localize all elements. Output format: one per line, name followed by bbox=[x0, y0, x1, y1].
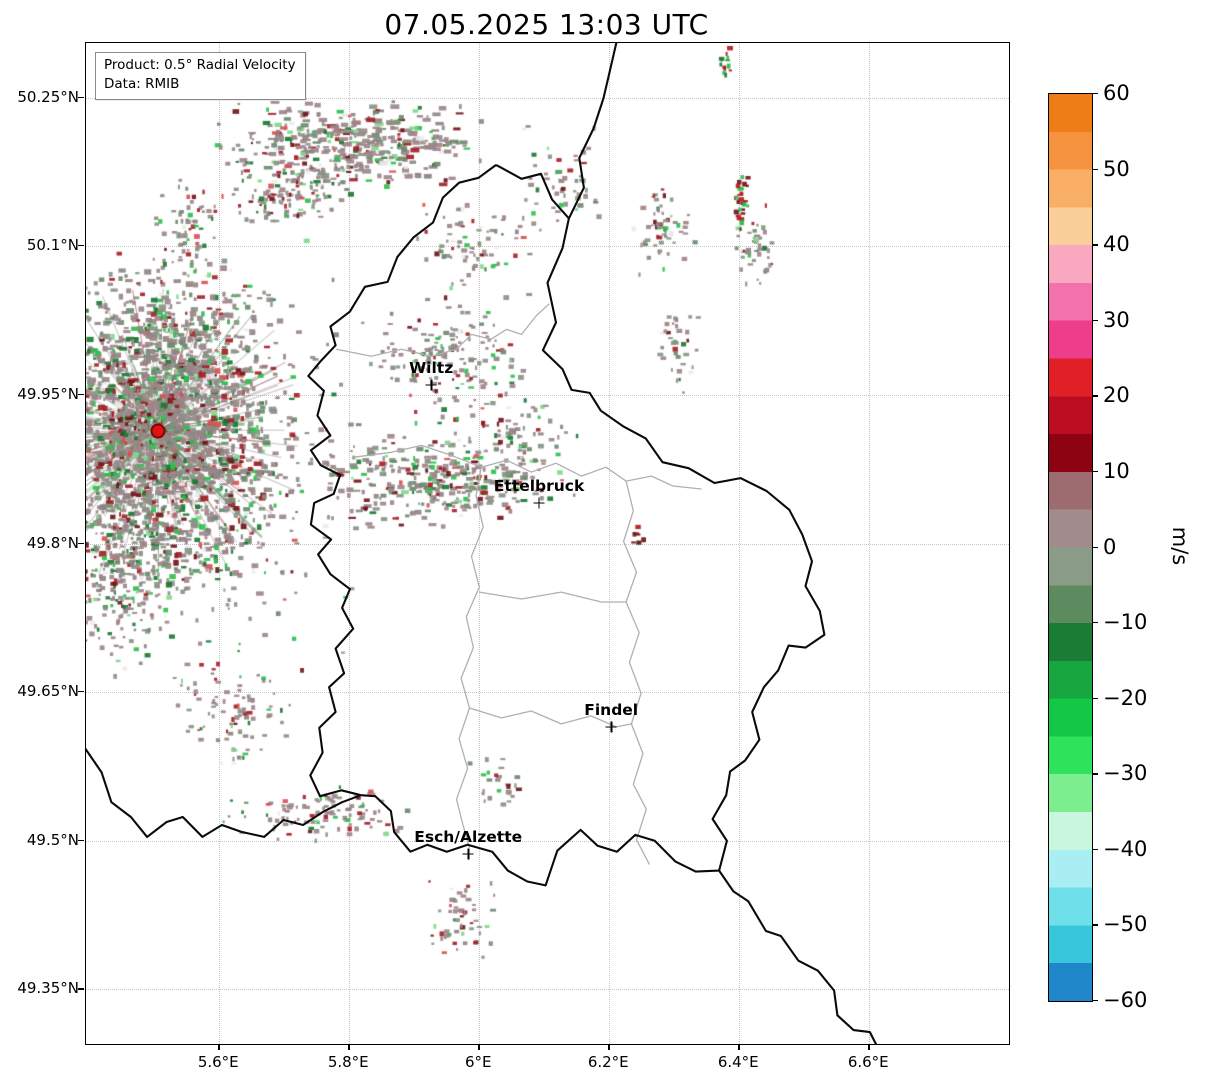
district-border bbox=[479, 591, 627, 603]
colorbar-tick-label: −40 bbox=[1103, 836, 1148, 861]
colorbar-tick-mark bbox=[1092, 546, 1098, 548]
colorbar-tick-label: −20 bbox=[1103, 685, 1148, 710]
city-label-wiltz: Wiltz bbox=[409, 358, 454, 377]
colorbar-tick-label: 50 bbox=[1103, 156, 1130, 181]
colorbar-tick-mark bbox=[1092, 848, 1098, 851]
colorbar-tick-label: −10 bbox=[1103, 610, 1148, 635]
y-tick-label: 49.5°N bbox=[26, 830, 79, 849]
colorbar-tick-label: 40 bbox=[1103, 232, 1130, 257]
colorbar-tick-label: −30 bbox=[1103, 761, 1148, 786]
colorbar bbox=[1048, 93, 1093, 1002]
colorbar-tick-label: 30 bbox=[1103, 307, 1130, 332]
y-tick-mark bbox=[78, 691, 84, 693]
country-border bbox=[86, 747, 362, 838]
district-border bbox=[622, 480, 651, 865]
district-border bbox=[336, 348, 457, 357]
district-border bbox=[455, 467, 484, 848]
x-tick-label: 6.4°E bbox=[717, 1053, 759, 1071]
x-tick-label: 6.2°E bbox=[587, 1053, 629, 1071]
colorbar-tick-mark bbox=[1092, 395, 1098, 397]
x-tick-mark bbox=[868, 1044, 870, 1050]
colorbar-tick-label: 20 bbox=[1103, 383, 1130, 408]
y-tick-mark bbox=[78, 839, 84, 842]
x-tick-label: 6.6°E bbox=[847, 1053, 889, 1071]
map-plot: Product: 0.5° Radial Velocity Data: RMIB… bbox=[85, 42, 1010, 1045]
y-tick-mark bbox=[78, 988, 84, 990]
city-marker-findel bbox=[605, 721, 617, 733]
x-tick-label: 5.6°E bbox=[197, 1053, 239, 1071]
city-marker-wiltz bbox=[425, 379, 437, 391]
y-tick-mark bbox=[78, 245, 84, 247]
y-tick-label: 50.1°N bbox=[26, 236, 79, 255]
district-border bbox=[456, 303, 550, 350]
y-tick-label: 49.95°N bbox=[17, 384, 79, 403]
city-marker-eschalzette bbox=[462, 848, 474, 860]
colorbar-tick-label: −60 bbox=[1103, 988, 1148, 1012]
x-tick-label: 5.8°E bbox=[327, 1053, 369, 1071]
border-layer bbox=[86, 43, 878, 1044]
data-source-label: Data: RMIB bbox=[104, 76, 180, 93]
y-tick-label: 50.25°N bbox=[17, 87, 79, 106]
y-tick-label: 49.65°N bbox=[17, 682, 79, 701]
country-border bbox=[718, 870, 878, 1044]
colorbar-tick-label: 0 bbox=[1103, 534, 1117, 559]
district-border bbox=[353, 444, 702, 490]
y-tick-label: 49.8°N bbox=[26, 533, 79, 552]
colorbar-unit-label: m/s bbox=[1168, 526, 1192, 566]
x-tick-label: 6°E bbox=[464, 1053, 492, 1071]
colorbar-tick-mark bbox=[1092, 622, 1098, 624]
colorbar-tick-mark bbox=[1092, 773, 1098, 775]
country-border bbox=[307, 163, 826, 887]
radar-site-dot bbox=[150, 423, 165, 439]
colorbar-tick-mark bbox=[1092, 319, 1098, 322]
x-tick-mark bbox=[218, 1044, 220, 1050]
city-label-findel: Findel bbox=[584, 700, 639, 719]
x-tick-mark bbox=[738, 1044, 740, 1050]
y-tick-mark bbox=[78, 96, 84, 98]
colorbar-tick-mark bbox=[1092, 697, 1098, 700]
colorbar-tick-label: 10 bbox=[1103, 458, 1130, 483]
y-tick-label: 49.35°N bbox=[17, 979, 79, 998]
colorbar-tick-mark bbox=[1092, 93, 1098, 95]
city-label-eschalzette: Esch/Alzette bbox=[414, 827, 523, 846]
colorbar-tick-mark bbox=[1092, 1000, 1098, 1002]
x-tick-mark bbox=[608, 1044, 610, 1050]
colorbar-tick-label: 60 bbox=[1103, 81, 1130, 105]
x-tick-mark bbox=[478, 1044, 480, 1050]
figure-title: 07.05.2025 13:03 UTC bbox=[384, 8, 709, 41]
colorbar-tick-mark bbox=[1092, 470, 1098, 473]
product-info-box: Product: 0.5° Radial Velocity Data: RMIB bbox=[95, 52, 306, 101]
city-marker-ettelbruck bbox=[533, 497, 545, 509]
colorbar-tick-mark bbox=[1092, 924, 1098, 926]
y-tick-mark bbox=[78, 393, 84, 396]
x-tick-mark bbox=[348, 1044, 350, 1050]
colorbar-tick-label: −50 bbox=[1103, 912, 1148, 937]
country-border bbox=[567, 43, 618, 219]
y-tick-mark bbox=[78, 542, 84, 544]
product-label: Product: 0.5° Radial Velocity bbox=[104, 57, 296, 73]
colorbar-tick-mark bbox=[1092, 244, 1098, 246]
colorbar-tick-mark bbox=[1092, 168, 1098, 170]
city-label-ettelbruck: Ettelbruck bbox=[493, 476, 585, 495]
